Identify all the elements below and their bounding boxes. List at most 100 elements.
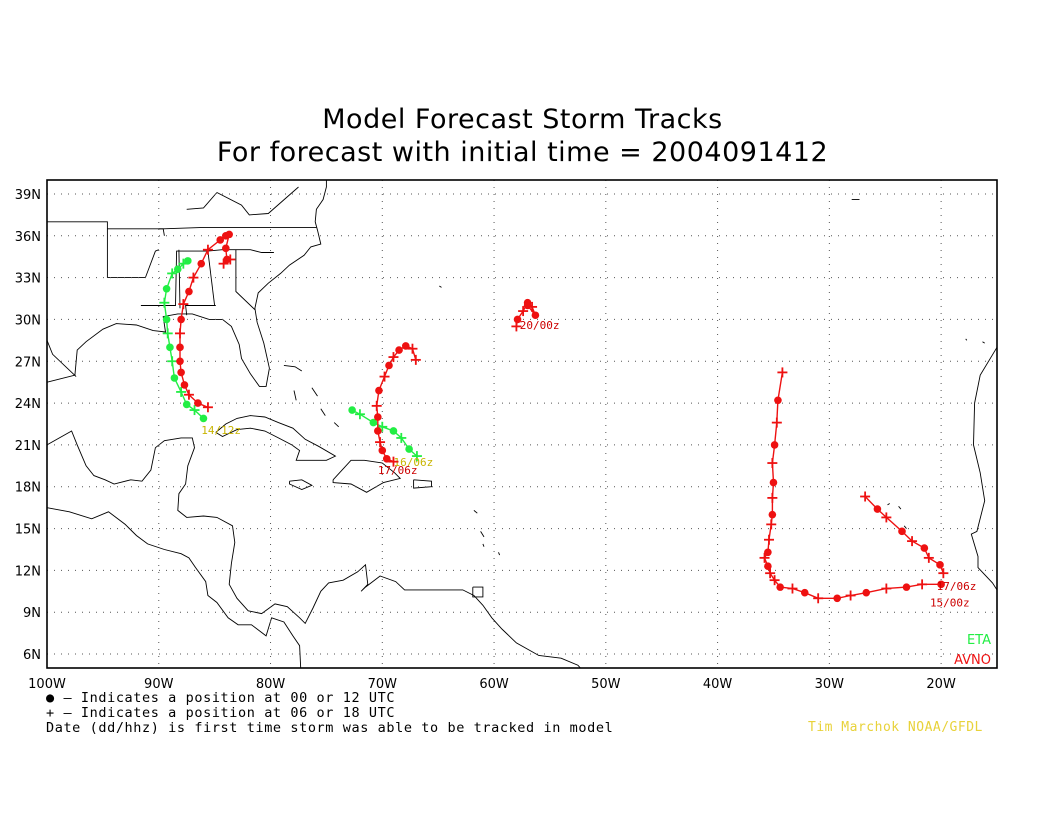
track-position-dot xyxy=(862,588,871,597)
track-position-plus xyxy=(371,400,382,411)
political-border xyxy=(185,305,216,316)
track-position-dot xyxy=(776,583,784,591)
legend-dot-note: ● — Indicates a position at 00 or 12 UTC xyxy=(46,690,396,706)
track-position-dot xyxy=(385,361,393,370)
lon-tick-label: 80W xyxy=(256,677,286,692)
track-position-plus xyxy=(917,579,928,590)
storm-track xyxy=(175,230,236,413)
coastline xyxy=(903,525,907,529)
coastline xyxy=(965,338,968,341)
coastline xyxy=(47,180,327,387)
legend-plus-note: + — Indicates a position at 06 or 18 UTC xyxy=(46,705,396,721)
coastline xyxy=(311,387,318,397)
track-start-date-label: 15/00z xyxy=(930,597,970,610)
track-position-plus xyxy=(769,575,780,586)
political-border xyxy=(216,186,299,216)
lat-tick-label: 39N xyxy=(15,188,41,203)
track-position-plus xyxy=(767,458,778,469)
track-start-date-label: 17/06z xyxy=(937,580,977,593)
coastline xyxy=(473,510,478,514)
track-position-plus xyxy=(938,568,949,579)
coastline xyxy=(498,552,501,556)
lat-tick-label: 6N xyxy=(23,648,41,663)
track-start-date-label: 17/06z xyxy=(378,464,418,477)
track-position-plus xyxy=(167,356,178,367)
track-position-plus xyxy=(759,552,770,563)
track-position-plus xyxy=(189,405,200,416)
track-position-dot xyxy=(770,441,779,449)
track-position-dot xyxy=(937,580,945,589)
storm-track: 20/00z xyxy=(511,298,560,332)
track-line xyxy=(763,372,942,599)
track-position-dot xyxy=(162,315,171,324)
political-border xyxy=(136,180,138,181)
coastline xyxy=(293,390,297,401)
coastline xyxy=(480,531,485,538)
axis-tick-labels: 100W 90W 80W 70W 60W 50W 40W 30W 20W 6N 9N 12N 15N 18… xyxy=(15,188,956,692)
coastline-outlines xyxy=(47,180,997,668)
political-border xyxy=(47,340,77,377)
track-position-dot xyxy=(225,230,233,239)
track-position-plus xyxy=(159,297,170,308)
lon-tick-label: 40W xyxy=(703,677,733,692)
track-position-plus xyxy=(518,306,529,317)
track-position-dot xyxy=(194,399,202,407)
storm-track: 15/00z xyxy=(759,367,970,610)
track-start-date-label: 16/06z xyxy=(393,456,433,469)
track-position-plus xyxy=(225,254,236,265)
track-position-plus xyxy=(388,352,399,363)
track-position-plus xyxy=(407,343,418,354)
track-position-dot xyxy=(774,396,782,405)
track-position-plus xyxy=(907,536,918,547)
track-position-dot xyxy=(222,244,230,253)
track-position-plus xyxy=(183,389,194,400)
track-position-plus xyxy=(771,417,782,428)
track-position-dot xyxy=(177,315,185,324)
track-position-plus xyxy=(375,437,386,448)
track-position-plus xyxy=(218,258,229,269)
coastline xyxy=(215,415,337,461)
political-border xyxy=(186,192,218,210)
track-position-dot xyxy=(395,346,403,354)
track-position-dot xyxy=(375,386,383,395)
lat-tick-label: 27N xyxy=(15,355,41,370)
track-position-dot xyxy=(800,588,809,597)
lon-tick-label: 60W xyxy=(479,677,509,692)
coastline xyxy=(898,506,902,510)
lon-tick-label: 100W xyxy=(28,677,66,692)
coastline xyxy=(320,408,326,416)
storm-track: 14/12z xyxy=(159,257,241,437)
coastline xyxy=(970,347,997,591)
legend-entry: AVNO xyxy=(954,653,991,668)
lat-tick-label: 36N xyxy=(15,230,41,245)
coastline xyxy=(332,459,402,493)
track-position-dot xyxy=(170,374,179,382)
chart-title: Model Forecast Storm Tracks xyxy=(322,104,723,135)
coastline xyxy=(472,586,484,598)
storm-track: 17/06z xyxy=(371,342,421,477)
storm-track: 17/06z xyxy=(860,491,977,593)
coastline xyxy=(482,543,485,547)
track-position-dot xyxy=(216,236,225,244)
track-position-plus xyxy=(202,402,213,413)
track-position-plus xyxy=(377,421,388,432)
track-position-dot xyxy=(523,301,532,310)
track-position-plus xyxy=(881,512,892,523)
track-position-plus xyxy=(176,386,187,397)
track-position-dot xyxy=(173,265,182,274)
coastline xyxy=(439,285,442,288)
track-position-plus xyxy=(765,568,776,579)
track-position-dot xyxy=(184,257,192,265)
track-position-dot xyxy=(177,368,185,377)
track-position-plus xyxy=(777,367,788,378)
track-position-dot xyxy=(764,548,772,557)
track-start-date-label: 20/00z xyxy=(520,319,560,332)
lon-tick-label: 70W xyxy=(368,677,398,692)
track-position-plus xyxy=(813,593,824,604)
track-position-plus xyxy=(766,519,777,530)
track-position-dot xyxy=(166,343,174,352)
legend-date-note: Date (dd/hhz) is first time storm was ab… xyxy=(46,720,614,736)
track-position-plus xyxy=(396,432,407,443)
track-position-dot xyxy=(176,357,184,366)
